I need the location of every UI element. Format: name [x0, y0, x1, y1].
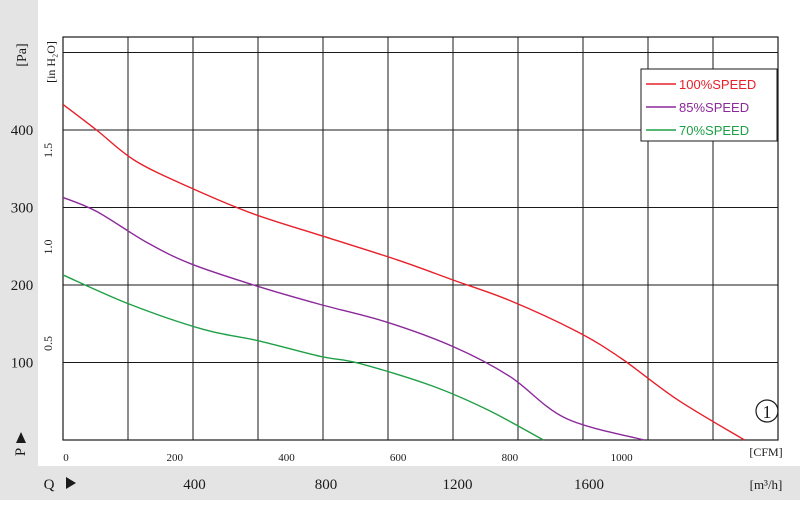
legend-label: 100%SPEED [679, 77, 756, 92]
y-tick-inh2o: 1.0 [41, 239, 55, 254]
x-units-m3h: [m³/h] [750, 477, 783, 492]
left-axis-band [0, 0, 38, 500]
x-tick-m3h: 1200 [443, 477, 473, 493]
x-tick-m3h: 1600 [574, 477, 604, 493]
x-axis-letter: Q [44, 477, 55, 493]
x-tick-cfm: 800 [502, 452, 519, 464]
legend-box [640, 68, 778, 142]
legend-label: 70%SPEED [679, 123, 749, 138]
plot-frame [62, 36, 779, 441]
x-tick-cfm: 600 [390, 452, 407, 464]
bottom-axis-band [0, 466, 800, 500]
y-units-inh2o: [in H₂O] [44, 41, 58, 83]
x-tick-cfm: 0 [63, 452, 69, 464]
y-axis-letter: P [13, 448, 29, 456]
y-axis-arrow [16, 432, 26, 443]
y-tick-pa: 200 [11, 278, 34, 294]
series-line-70speed [62, 274, 544, 441]
x-units-cfm: [CFM] [749, 445, 782, 459]
y-tick-inh2o: 0.5 [41, 336, 55, 351]
x-tick-m3h: 400 [183, 477, 206, 493]
legend: 100%SPEED 85%SPEED 70%SPEED [640, 68, 778, 142]
y-tick-pa: 400 [11, 123, 34, 139]
x-tick-m3h: 800 [315, 477, 338, 493]
curve-number-circle [755, 399, 779, 423]
series-line-85speed [62, 196, 645, 441]
legend-label: 85%SPEED [679, 100, 749, 115]
x-tick-cfm: 1000 [611, 452, 634, 464]
y-tick-pa: 100 [11, 356, 34, 372]
series-line-100speed [62, 103, 745, 441]
x-tick-cfm: 200 [166, 452, 183, 464]
x-tick-cfm: 400 [278, 452, 295, 464]
curve-number: 1 [763, 402, 772, 422]
y-tick-pa: 300 [11, 201, 34, 217]
y-tick-inh2o: 1.5 [41, 143, 55, 158]
x-axis-arrow [66, 477, 76, 489]
y-units-pa: [Pa] [15, 43, 30, 66]
